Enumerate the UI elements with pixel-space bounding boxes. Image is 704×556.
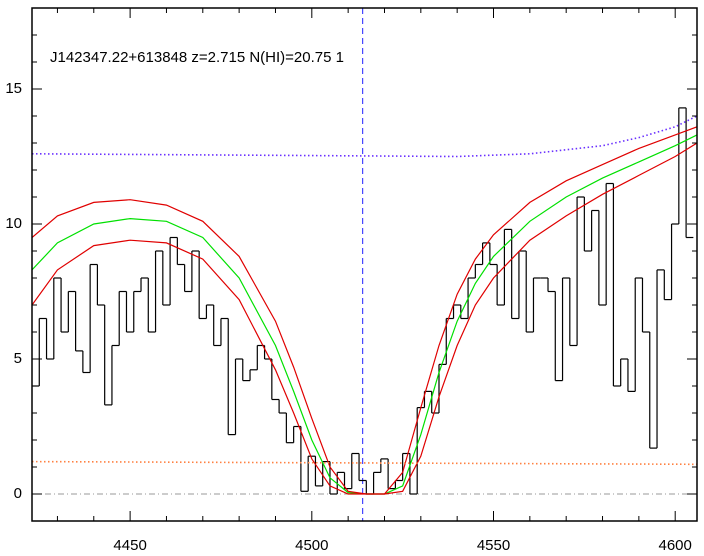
x-tick-label: 4600 <box>659 537 692 554</box>
y-tick-label: 5 <box>14 350 22 367</box>
dotted-curve <box>32 460 697 466</box>
y-tick-label: 10 <box>5 215 22 232</box>
x-tick-label: 4500 <box>295 537 328 554</box>
x-tick-label: 4550 <box>477 537 510 554</box>
fit-curve <box>32 142 697 495</box>
x-tick-label: 4450 <box>113 537 146 554</box>
plot-frame <box>31 7 698 522</box>
y-tick-label: 15 <box>5 80 22 97</box>
chart-title: J142347.22+613848 z=2.715 N(HI)=20.75 1 <box>50 49 344 66</box>
y-tick-label: 0 <box>14 485 22 502</box>
dotted-curve <box>32 115 697 158</box>
plot-area <box>32 8 697 521</box>
